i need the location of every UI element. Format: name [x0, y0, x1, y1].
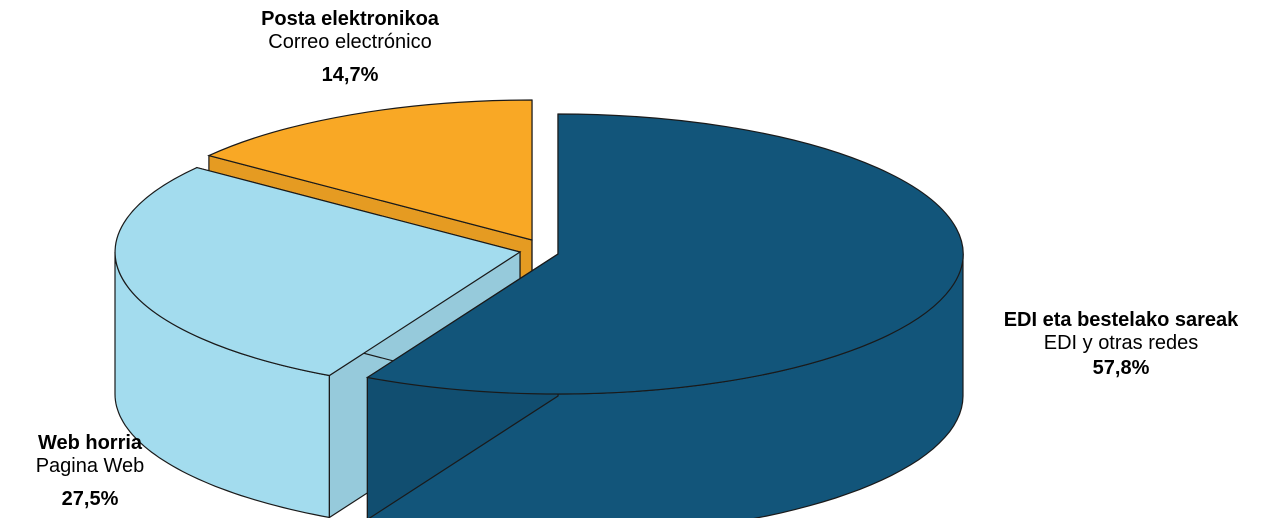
slice-name-posta: Posta elektronikoa — [261, 8, 439, 30]
slice-label-posta: Posta elektronikoa Correo electrónico 14… — [220, 8, 480, 87]
slice-label-web: Web horria Pagina Web 27,5% — [0, 432, 180, 511]
slice-label-edi: EDI eta bestelako sareak EDI y otras red… — [968, 309, 1274, 380]
slice-value-edi: 57,8% — [1092, 357, 1150, 379]
slice-subname-edi: EDI y otras redes — [1043, 332, 1199, 354]
slice-top-web-horria — [114, 166, 522, 377]
slice-value-web: 27,5% — [61, 488, 119, 510]
slice-top-posta-elektronikoa — [207, 99, 533, 241]
slice-name-edi: EDI eta bestelako sareak — [1003, 309, 1239, 331]
slice-subname-web: Pagina Web — [35, 455, 145, 477]
slice-subname-posta: Correo electrónico — [268, 31, 432, 53]
slice-value-posta: 14,7% — [321, 64, 379, 86]
slice-name-web: Web horria — [37, 432, 143, 454]
slice-top-edi-eta-bestelako-sareak — [365, 113, 964, 395]
